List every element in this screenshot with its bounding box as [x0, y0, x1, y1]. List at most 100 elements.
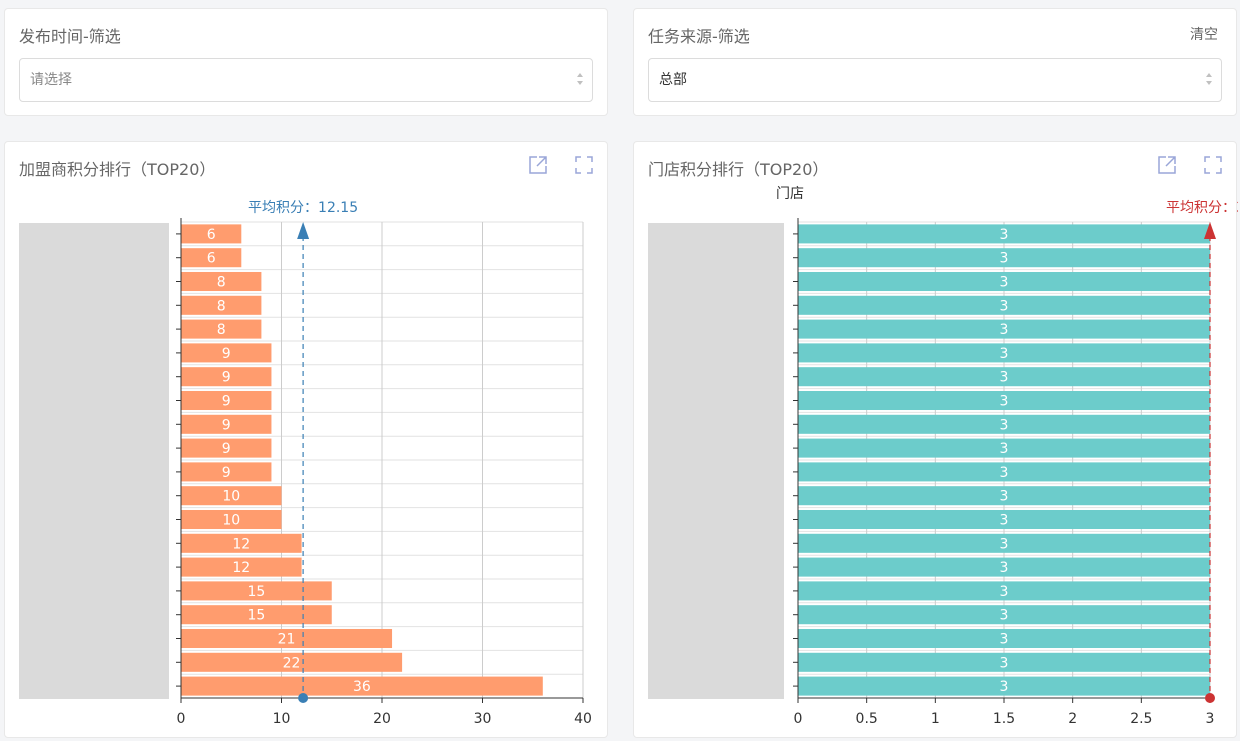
- bar-value-label: 3: [1000, 370, 1009, 386]
- bar-value-label: 15: [247, 584, 265, 600]
- bar: [181, 271, 262, 292]
- bar-value-label: 3: [1000, 394, 1009, 410]
- bar-value-label: 12: [232, 536, 250, 552]
- bar-value-label: 9: [222, 465, 231, 481]
- bar-value-label: 3: [1000, 608, 1009, 624]
- bar: [181, 486, 282, 506]
- bar-value-label: 3: [1000, 441, 1009, 457]
- source-select[interactable]: 总部: [648, 58, 1222, 102]
- x-tick-label: 2.5: [1130, 711, 1152, 727]
- bar: [181, 295, 262, 315]
- bar-value-label: 10: [222, 513, 240, 529]
- bar-value-label: 3: [1000, 632, 1009, 648]
- bar-value-label: 3: [1000, 346, 1009, 362]
- bar: [798, 628, 1210, 649]
- bar: [181, 557, 302, 577]
- average-marker: [1205, 693, 1215, 703]
- bar-value-label: 3: [1000, 298, 1009, 314]
- bar: [798, 343, 1210, 363]
- bar: [181, 390, 272, 411]
- time-filter-card: 发布时间-筛选 请选择: [4, 8, 608, 116]
- bar: [798, 557, 1210, 577]
- bar: [181, 343, 272, 363]
- source-filter-title: 任务来源-筛选: [648, 27, 750, 46]
- bar: [181, 676, 543, 696]
- x-tick-label: 0.5: [856, 711, 878, 727]
- x-tick-label: 20: [373, 711, 391, 727]
- bar-value-label: 3: [1000, 513, 1009, 529]
- source-filter-card: 任务来源-筛选 清空 总部: [633, 8, 1237, 116]
- franchise-chart-card: 加盟商积分排行（TOP20） 6 6 8 8 8 9 9 9 9 9 9 10 10 12 12 15 15 21…: [4, 141, 608, 738]
- bar-value-label: 10: [222, 489, 240, 505]
- bar-value-label: 3: [1000, 655, 1009, 671]
- bar: [798, 319, 1210, 339]
- bar: [798, 652, 1210, 672]
- select-arrows-icon: [1206, 73, 1212, 85]
- average-marker: [298, 693, 309, 703]
- store-chart-card: 门店积分排行（TOP20） 3 3 3 3 3 3 3 3 3 3 3 3 3 3 3 3 3 3 3 3 0 0.5 1 1…: [633, 141, 1238, 738]
- bar: [798, 248, 1210, 268]
- x-tick-label: 0: [794, 711, 803, 727]
- y-axis-name: 门店: [776, 186, 804, 202]
- bar: [798, 581, 1210, 601]
- time-select[interactable]: 请选择: [19, 58, 593, 102]
- bar: [798, 486, 1210, 506]
- bar: [798, 414, 1210, 434]
- bar-value-label: 8: [217, 322, 226, 338]
- bar: [181, 319, 262, 339]
- clear-button[interactable]: 清空: [1190, 27, 1218, 43]
- open-external-icon[interactable]: [527, 154, 549, 176]
- bar: [798, 676, 1210, 696]
- bar-value-label: 15: [247, 608, 265, 624]
- average-arrow: [1204, 222, 1216, 239]
- source-select-value: 总部: [659, 72, 687, 88]
- time-select-placeholder: 请选择: [30, 72, 72, 88]
- bar: [798, 509, 1210, 530]
- bar: [798, 605, 1210, 625]
- bar-value-label: 8: [217, 275, 226, 291]
- fullscreen-icon[interactable]: [1202, 154, 1224, 176]
- average-label: 平均积分：3: [1166, 200, 1238, 216]
- bar: [798, 271, 1210, 292]
- bar: [798, 462, 1210, 482]
- x-tick-label: 30: [474, 711, 492, 727]
- franchise-labels-mask: [19, 223, 169, 699]
- bar-value-label: 3: [1000, 536, 1009, 552]
- bar-value-label: 21: [278, 632, 296, 648]
- bar-value-label: 12: [232, 560, 250, 576]
- bar: [181, 462, 272, 482]
- bar: [798, 367, 1210, 387]
- bar: [181, 224, 242, 244]
- x-tick-label: 1: [931, 711, 940, 727]
- bar-value-label: 3: [1000, 275, 1009, 291]
- bar: [181, 248, 242, 268]
- x-tick-label: 2: [1068, 711, 1077, 727]
- bar: [798, 438, 1210, 458]
- select-arrows-icon: [577, 73, 583, 85]
- bar: [798, 533, 1210, 553]
- franchise-chart-title: 加盟商积分排行（TOP20）: [19, 160, 216, 179]
- bar-value-label: 3: [1000, 584, 1009, 600]
- bar-value-label: 3: [1000, 560, 1009, 576]
- store-chart-title: 门店积分排行（TOP20）: [648, 160, 829, 179]
- bar: [798, 390, 1210, 411]
- bar-value-label: 9: [222, 346, 231, 362]
- bar-value-label: 3: [1000, 679, 1009, 695]
- x-tick-label: 40: [574, 711, 592, 727]
- bar: [181, 438, 272, 458]
- open-external-icon[interactable]: [1156, 154, 1178, 176]
- bar-value-label: 3: [1000, 322, 1009, 338]
- bar: [798, 224, 1210, 244]
- bar-value-label: 9: [222, 417, 231, 433]
- bar-value-label: 8: [217, 298, 226, 314]
- bar: [181, 628, 393, 649]
- bar-value-label: 3: [1000, 417, 1009, 433]
- bar: [181, 533, 302, 553]
- bar: [181, 367, 272, 387]
- bar-value-label: 3: [1000, 251, 1009, 267]
- store-labels-mask: [648, 223, 784, 699]
- x-tick-label: 0: [177, 711, 186, 727]
- fullscreen-icon[interactable]: [573, 154, 595, 176]
- x-tick-label: 10: [273, 711, 291, 727]
